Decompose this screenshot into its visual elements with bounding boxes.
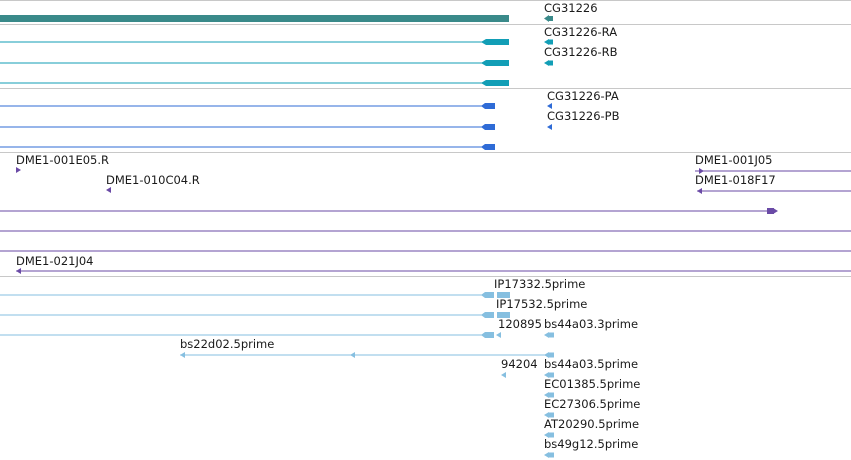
est-label-at20290[interactable]: AT20290.5prime (544, 417, 640, 431)
est-small-block-5 (549, 432, 554, 438)
transcript-exon-2 (481, 80, 509, 86)
est-label-ip17532[interactable]: IP17532.5prime (496, 297, 588, 311)
gene-strand-arrow (544, 15, 549, 22)
est-mid-arrow-bs22d02 (350, 352, 355, 358)
clone-arrow-010c04 (106, 187, 111, 193)
est-small-block-6 (549, 452, 554, 458)
est-label-bs22d02[interactable]: bs22d02.5prime (180, 337, 275, 351)
protein-block-0 (481, 103, 495, 109)
est-small-block-4 (549, 412, 554, 418)
protein-block-1 (481, 124, 495, 130)
est-small-block-3 (549, 392, 554, 398)
protein-label-pb[interactable]: CG31226-PB (547, 109, 620, 123)
transcript-label-rb[interactable]: CG31226-RB (544, 45, 618, 59)
est-small-block-1 (549, 352, 554, 358)
est-arrow-b-2 (496, 332, 501, 338)
est-small-block-2 (549, 372, 554, 378)
est-small-block-0 (549, 332, 554, 338)
clone-arrow-001j05 (699, 168, 704, 174)
est-arrow-bs22d02 (180, 352, 185, 358)
gene-label[interactable]: CG31226 (544, 1, 598, 15)
est-block-b-1 (497, 312, 510, 318)
est-block-a-1 (481, 312, 494, 318)
est-small-arrow-5 (544, 432, 549, 438)
est-small-arrow-0 (544, 332, 549, 338)
est-small-arrow-6 (544, 452, 549, 458)
est-label-ec27306[interactable]: EC27306.5prime (544, 397, 641, 411)
est-label-94204[interactable]: 94204 (501, 357, 538, 371)
transcript-exon-1 (481, 60, 509, 66)
est-small-arrow-2 (544, 372, 549, 378)
est-small-arrow-3 (544, 392, 549, 398)
clone-label-001e05[interactable]: DME1-001E05.R (16, 153, 110, 167)
transcript-strand-arrow-1 (544, 60, 549, 66)
clone-arrow-021j04 (16, 268, 21, 274)
est-small-arrow-4 (544, 412, 549, 418)
est-small-arrow-1 (544, 352, 549, 358)
est-block-a-2 (481, 332, 494, 338)
protein-label-pa[interactable]: CG31226-PA (547, 89, 619, 103)
est-block-b-0 (497, 292, 510, 298)
clone-arrow-001e05 (16, 167, 21, 173)
transcript-small-exon-0 (549, 39, 553, 45)
gene-small-exon (548, 16, 553, 21)
clone-label-018f17[interactable]: DME1-018F17 (695, 173, 776, 187)
gene-bar (0, 15, 509, 22)
clone-arrow-long (773, 208, 778, 214)
transcript-label-ra[interactable]: CG31226-RA (544, 25, 618, 39)
clone-arrow-018f17 (697, 188, 702, 194)
est-arrow-94204 (501, 372, 506, 378)
est-label-bs44a03-5prime[interactable]: bs44a03.5prime (544, 357, 639, 371)
est-block-a-0 (481, 292, 494, 298)
protein-strand-arrow-1 (547, 124, 552, 130)
transcript-strand-arrow-0 (544, 39, 549, 45)
clone-block-long (767, 208, 774, 214)
transcript-exon-0 (481, 39, 509, 45)
protein-block-2 (481, 144, 495, 150)
est-label-bs44a03-3prime[interactable]: bs44a03.3prime (544, 317, 639, 331)
clone-label-010c04[interactable]: DME1-010C04.R (106, 173, 200, 187)
est-label-bs49g12[interactable]: bs49g12.5prime (544, 437, 639, 451)
est-label-ip17332[interactable]: IP17332.5prime (494, 277, 586, 291)
clone-label-001j05[interactable]: DME1-001J05 (695, 153, 773, 167)
protein-strand-arrow-0 (547, 103, 552, 109)
est-label-ec01385[interactable]: EC01385.5prime (544, 377, 641, 391)
est-label-120895[interactable]: 120895 (498, 317, 542, 331)
clone-label-021j04[interactable]: DME1-021J04 (16, 254, 94, 268)
transcript-small-exon-1 (549, 60, 553, 66)
